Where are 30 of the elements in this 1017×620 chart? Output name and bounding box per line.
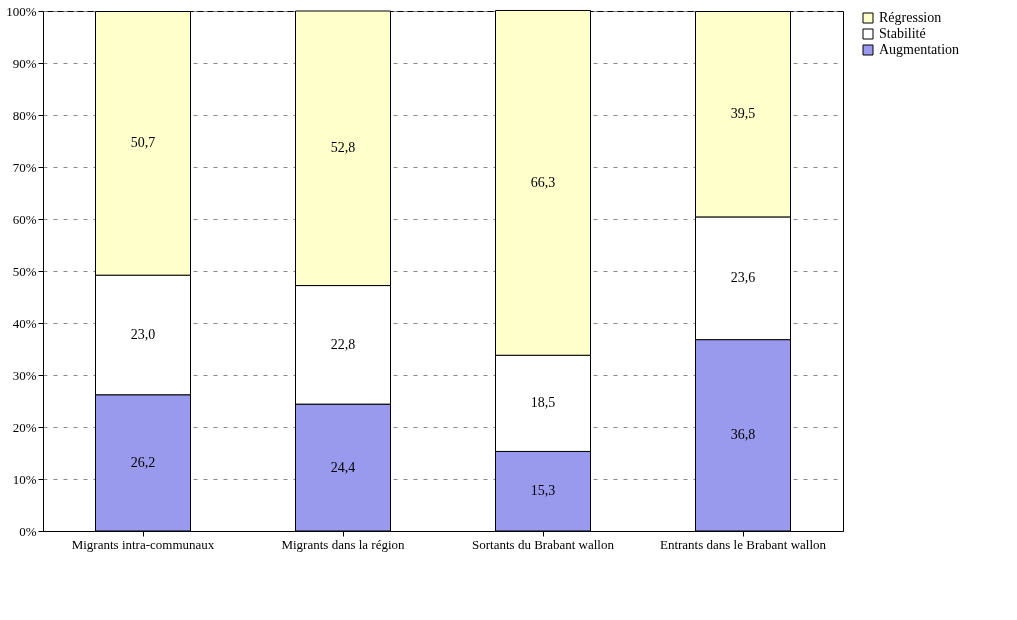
y-tick-label: 20% — [12, 419, 37, 435]
data-label: 23,6 — [730, 270, 756, 286]
y-tick-label: 80% — [12, 107, 37, 123]
x-tick-label: Migrants intra-communaux — [71, 536, 215, 552]
y-tick-label: 70% — [12, 159, 37, 175]
y-tick-label: 90% — [12, 55, 37, 71]
y-tick-label: 30% — [12, 367, 37, 383]
data-label: 26,2 — [130, 454, 156, 470]
data-label: 23,0 — [130, 326, 156, 342]
data-label: 24,4 — [330, 459, 356, 475]
data-label: 50,7 — [130, 135, 156, 151]
data-label: 36,8 — [730, 427, 756, 443]
data-label: 18,5 — [530, 395, 556, 411]
y-tick-label: 10% — [12, 471, 37, 487]
legend-label: Augmentation — [879, 42, 960, 57]
legend-label: Stabilité — [879, 26, 926, 41]
data-label: 52,8 — [330, 140, 356, 156]
y-tick-label: 60% — [12, 211, 37, 227]
y-tick-label: 100% — [6, 3, 37, 19]
x-tick-label: Entrants dans le Brabant wallon — [659, 536, 827, 552]
data-label: 39,5 — [730, 106, 756, 122]
data-label: 66,3 — [530, 174, 556, 190]
data-label: 15,3 — [530, 483, 556, 499]
y-tick-label: 50% — [12, 263, 37, 279]
x-tick-label: Sortants du Brabant wallon — [472, 536, 615, 552]
data-label: 22,8 — [330, 336, 356, 352]
y-tick-label: 0% — [19, 523, 37, 539]
x-tick-label: Migrants dans la région — [281, 536, 406, 552]
y-tick-label: 40% — [12, 315, 37, 331]
legend-label: Régression — [879, 10, 942, 25]
